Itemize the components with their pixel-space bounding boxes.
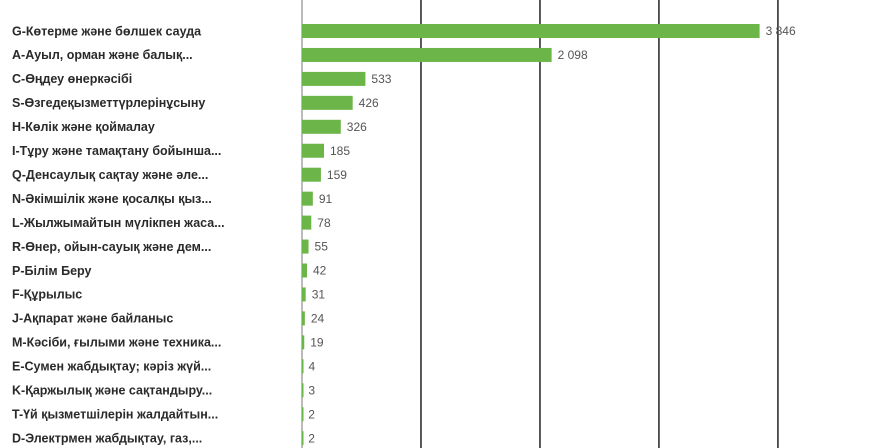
category-label: D-Электрмен жабдықтау, газ,...	[12, 431, 202, 445]
value-label: 2	[308, 407, 315, 421]
category-label: H-Көлік және қоймалау	[12, 120, 155, 134]
bar	[302, 167, 321, 182]
bar	[302, 143, 325, 158]
bar	[302, 335, 305, 350]
bar	[302, 95, 353, 110]
bar	[302, 215, 312, 230]
bar	[302, 191, 313, 206]
category-label: K-Қаржылық және сақтандыру...	[12, 384, 212, 398]
bar	[302, 239, 309, 254]
value-label: 24	[311, 312, 325, 326]
value-label: 3	[308, 383, 315, 397]
category-label: G-Көтерме және бөлшек сауда	[12, 24, 202, 38]
bar	[302, 47, 552, 62]
bar	[302, 407, 304, 422]
value-label: 2	[308, 431, 315, 445]
category-label: L-Жылжымайтын мүлікпен жаса...	[12, 216, 225, 230]
bar	[302, 71, 366, 86]
value-label: 426	[359, 96, 379, 110]
category-label: E-Сумен жабдықтау; кәріз жүй...	[12, 360, 211, 374]
category-label: C-Өңдеу өнеркәсібі	[12, 72, 132, 86]
value-label: 533	[371, 72, 391, 86]
category-label: S-Өзгедеқызметтүрлерінұсыну	[12, 96, 205, 110]
bar	[302, 263, 307, 278]
bar	[302, 287, 306, 302]
category-label: M-Кәсіби, ғылыми және техника...	[12, 336, 221, 350]
bar	[302, 311, 305, 326]
category-label: R-Өнер, ойын-сауық және дем...	[12, 240, 211, 254]
category-label: T-Үй қызметшілерін жалдайтын...	[12, 407, 218, 421]
category-label: I-Тұру және тамақтану бойынша...	[12, 144, 221, 158]
bar	[302, 431, 304, 446]
value-label: 185	[330, 144, 350, 158]
bar	[302, 359, 304, 374]
category-label: P-Білім Беру	[12, 264, 91, 278]
bar	[302, 24, 760, 38]
value-label: 78	[317, 216, 331, 230]
value-label: 3 846	[766, 24, 796, 38]
bar	[302, 383, 304, 398]
category-label: N-Әкімшілік және қосалқы қыз...	[12, 192, 212, 206]
value-label: 19	[310, 336, 324, 350]
category-label: F-Құрылыс	[12, 288, 82, 302]
value-label: 31	[312, 288, 326, 302]
value-label: 4	[308, 359, 315, 373]
category-label: A-Ауыл, орман және балық...	[12, 48, 193, 62]
value-label: 55	[315, 240, 329, 254]
value-label: 2 098	[558, 48, 588, 62]
value-label: 42	[313, 264, 327, 278]
bar	[302, 119, 341, 134]
category-label: J-Ақпарат және байланыс	[12, 312, 173, 326]
value-label: 326	[347, 120, 367, 134]
value-label: 91	[319, 192, 333, 206]
value-label: 159	[327, 168, 347, 182]
category-label: Q-Денсаулық сақтау және әле...	[12, 168, 208, 182]
